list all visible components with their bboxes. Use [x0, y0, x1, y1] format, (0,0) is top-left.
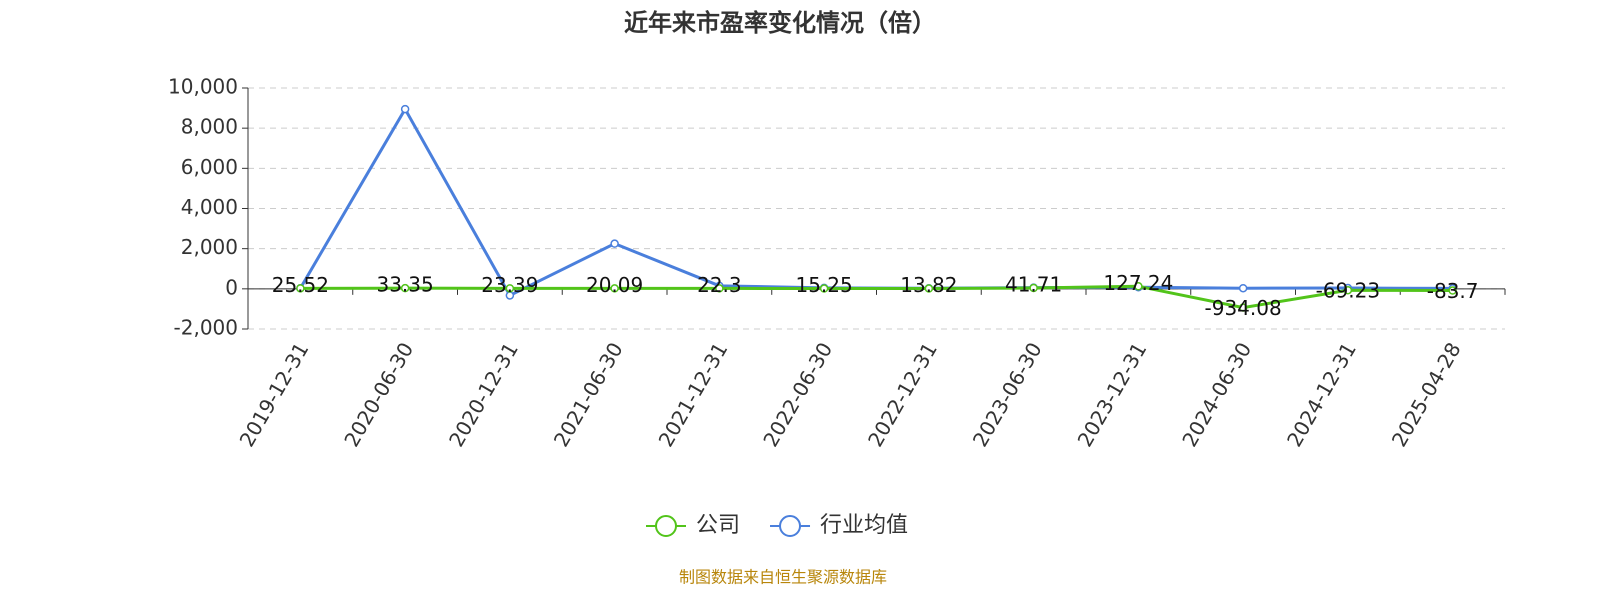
data-point — [1343, 285, 1353, 295]
legend-marker — [779, 515, 802, 537]
x-tick-label: 2019-12-31 — [235, 338, 314, 451]
x-tick-label: 2022-06-30 — [758, 338, 837, 451]
data-point — [1029, 283, 1038, 293]
y-tick-label: 10,000 — [168, 75, 238, 99]
x-tick-label: 2022-12-31 — [863, 338, 942, 451]
y-tick-label: 2,000 — [181, 235, 238, 259]
x-tick-label: 2023-06-30 — [968, 338, 1047, 451]
y-tick-label: 4,000 — [181, 195, 238, 219]
data-label: 20.09 — [586, 273, 643, 297]
series-line — [300, 284, 1453, 310]
data-point — [610, 284, 619, 293]
data-label: 33.35 — [376, 273, 433, 297]
x-tick-label: 2024-06-30 — [1177, 338, 1256, 451]
x-tick-label: 2020-12-31 — [444, 338, 523, 451]
data-label: 23.39 — [481, 273, 538, 297]
legend-marker — [655, 515, 677, 537]
y-tick-label: -2,000 — [174, 316, 238, 340]
data-point — [400, 104, 410, 114]
y-tick-label: 8,000 — [181, 115, 238, 139]
legend-label: 行业均值 — [820, 513, 908, 538]
data-point — [715, 284, 724, 293]
x-tick-label: 2024-12-31 — [1282, 338, 1361, 451]
data-point — [924, 284, 934, 293]
data-point — [1448, 286, 1457, 295]
data-point — [505, 284, 515, 293]
chart-title: 近年来市盈率变化情况（倍） — [624, 9, 936, 37]
data-label: -934.08 — [1205, 296, 1282, 320]
y-tick-label: 0 — [225, 275, 238, 299]
data-label: 127.24 — [1103, 271, 1173, 295]
x-tick-label: 2020-06-30 — [339, 338, 418, 451]
data-point — [610, 239, 619, 248]
data-label: -69.23 — [1316, 279, 1380, 303]
legend-label: 公司 — [696, 513, 740, 538]
data-label: 13.82 — [900, 273, 957, 297]
x-tick-label: 2021-12-31 — [654, 338, 733, 451]
source-note: 制图数据来自恒生聚源数据库 — [679, 568, 887, 587]
series-line — [299, 106, 1453, 298]
data-point — [296, 284, 305, 293]
data-label: 22.3 — [697, 273, 742, 297]
data-point — [1238, 303, 1248, 312]
data-point — [819, 284, 829, 293]
data-point — [400, 283, 410, 293]
data-label: 25.52 — [272, 273, 329, 297]
data-label: 41.71 — [1005, 272, 1062, 296]
x-tick-label: 2023-12-31 — [1073, 338, 1152, 451]
data-point — [1238, 283, 1248, 293]
x-tick-label: 2021-06-30 — [549, 338, 628, 451]
data-point — [1134, 282, 1143, 291]
x-tick-label: 2025-04-28 — [1387, 338, 1466, 451]
data-label: -83.7 — [1427, 279, 1479, 303]
data-label: 15.25 — [795, 273, 852, 297]
y-tick-label: 6,000 — [181, 155, 238, 179]
